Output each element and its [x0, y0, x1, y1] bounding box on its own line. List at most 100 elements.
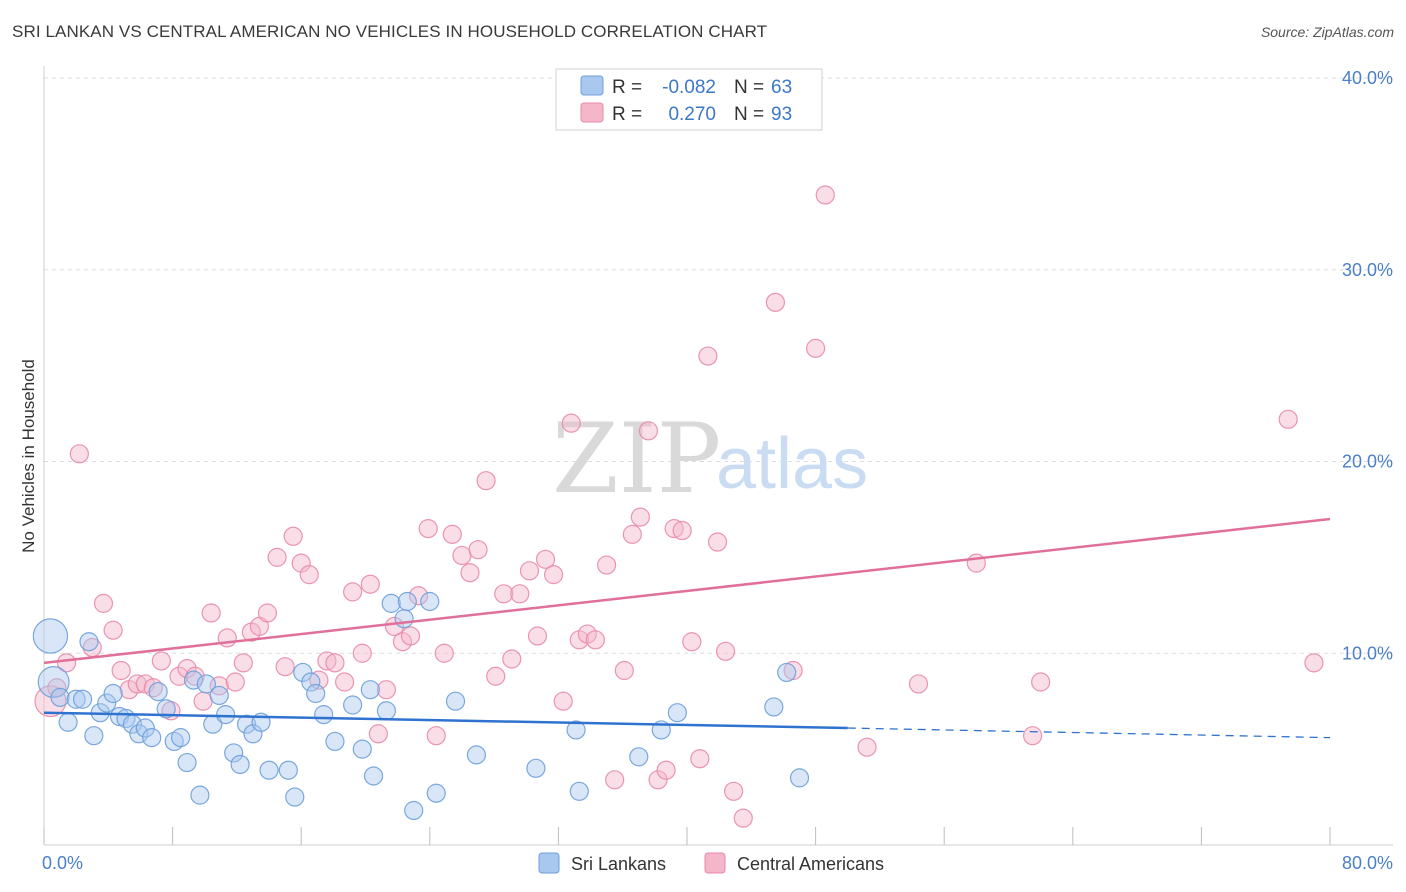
legend-r-label-2: R = [612, 104, 642, 125]
source-credit: Source: ZipAtlas.com [1260, 24, 1394, 40]
data-point [257, 603, 278, 623]
data-point [306, 683, 326, 704]
data-point [667, 703, 687, 723]
data-point [283, 526, 303, 546]
data-point [278, 760, 298, 780]
data-point [103, 683, 123, 704]
data-point [690, 749, 710, 769]
data-point [37, 666, 70, 699]
data-point [97, 693, 117, 713]
data-point [460, 563, 480, 583]
data-point [156, 699, 176, 719]
data-point [426, 726, 446, 746]
data-point [1031, 672, 1051, 692]
data-point [553, 691, 573, 711]
correlation-legend: R = -0.082 N = 63 R = 0.270 N = 93 [555, 68, 823, 131]
data-point [418, 519, 438, 539]
central-americans-trend-line [43, 517, 1331, 665]
data-point [605, 770, 625, 790]
data-point [79, 632, 99, 652]
data-point [103, 620, 123, 640]
data-point [397, 591, 417, 612]
data-point [597, 555, 617, 575]
data-point [394, 609, 414, 629]
data-point [426, 783, 446, 803]
data-point [535, 549, 556, 569]
data-point [445, 691, 466, 711]
legend-n-value-1: 63 [771, 77, 792, 98]
data-point [275, 657, 295, 677]
series-legend-label-central-americans: Central Americans [737, 854, 884, 874]
data-point [299, 565, 319, 585]
legend-n-label-1: N = [734, 77, 764, 98]
data-point [805, 338, 826, 358]
sri-lankans-trend-line [43, 711, 848, 730]
data-point [360, 680, 380, 700]
data-point [243, 724, 263, 744]
y-tick-label: 10.0% [1342, 643, 1393, 663]
data-point [171, 728, 191, 748]
data-point [614, 660, 634, 681]
legend-swatch-pink [580, 102, 604, 123]
legend-r-value-2: 0.270 [668, 104, 716, 125]
sri-lankans-trend-extension [847, 727, 1331, 739]
y-axis-title: No Vehicles in Household [19, 359, 38, 553]
data-point [585, 630, 605, 650]
data-point [169, 666, 189, 686]
data-point [50, 687, 70, 707]
grid [44, 77, 1393, 654]
legend-n-value-2: 93 [771, 104, 792, 125]
data-point [1023, 726, 1043, 746]
data-point [765, 292, 786, 312]
trend-lines [43, 517, 1331, 739]
y-tick-labels: 10.0% 20.0% 30.0% 40.0% [1342, 68, 1393, 663]
data-point [622, 524, 642, 544]
data-point [151, 651, 171, 671]
legend-swatch-blue [580, 75, 604, 96]
data-point [224, 743, 244, 763]
data-point [486, 666, 506, 686]
data-point [56, 653, 77, 673]
sri-lankans-points [32, 591, 810, 821]
data-point [543, 565, 564, 585]
data-point [561, 413, 581, 433]
series-legend: Sri Lankans Central Americans [538, 852, 884, 874]
data-point [648, 770, 668, 790]
data-point [285, 787, 305, 807]
data-point [527, 626, 548, 646]
data-point [32, 618, 69, 654]
data-point [908, 674, 929, 694]
chart-title: SRI LANKAN VS CENTRAL AMERICAN NO VEHICL… [12, 22, 768, 41]
data-point [466, 745, 487, 765]
legend-r-label-1: R = [612, 77, 642, 98]
data-point [468, 540, 488, 560]
data-point [183, 670, 204, 690]
data-point [177, 752, 197, 773]
data-point [526, 758, 546, 778]
data-point [236, 714, 257, 734]
data-point [135, 718, 155, 738]
data-point [682, 632, 702, 652]
data-point [291, 553, 311, 573]
data-point [209, 685, 229, 706]
data-point [325, 653, 345, 673]
data-point [177, 658, 197, 679]
data-point [404, 800, 424, 821]
data-point [363, 766, 384, 786]
data-point [72, 689, 93, 709]
data-point [510, 584, 530, 604]
data-point [352, 739, 372, 759]
data-point [638, 421, 659, 441]
data-point [368, 724, 388, 744]
data-point [376, 680, 396, 700]
data-point [715, 641, 736, 661]
series-legend-swatch-pink [704, 852, 726, 874]
data-point [314, 705, 334, 725]
data-point [352, 643, 372, 663]
data-point [1278, 409, 1298, 429]
data-point [193, 691, 213, 711]
watermark-atlas: atlas [716, 424, 868, 504]
data-point [519, 561, 540, 581]
series-legend-label-sri-lankans: Sri Lankans [571, 854, 666, 874]
